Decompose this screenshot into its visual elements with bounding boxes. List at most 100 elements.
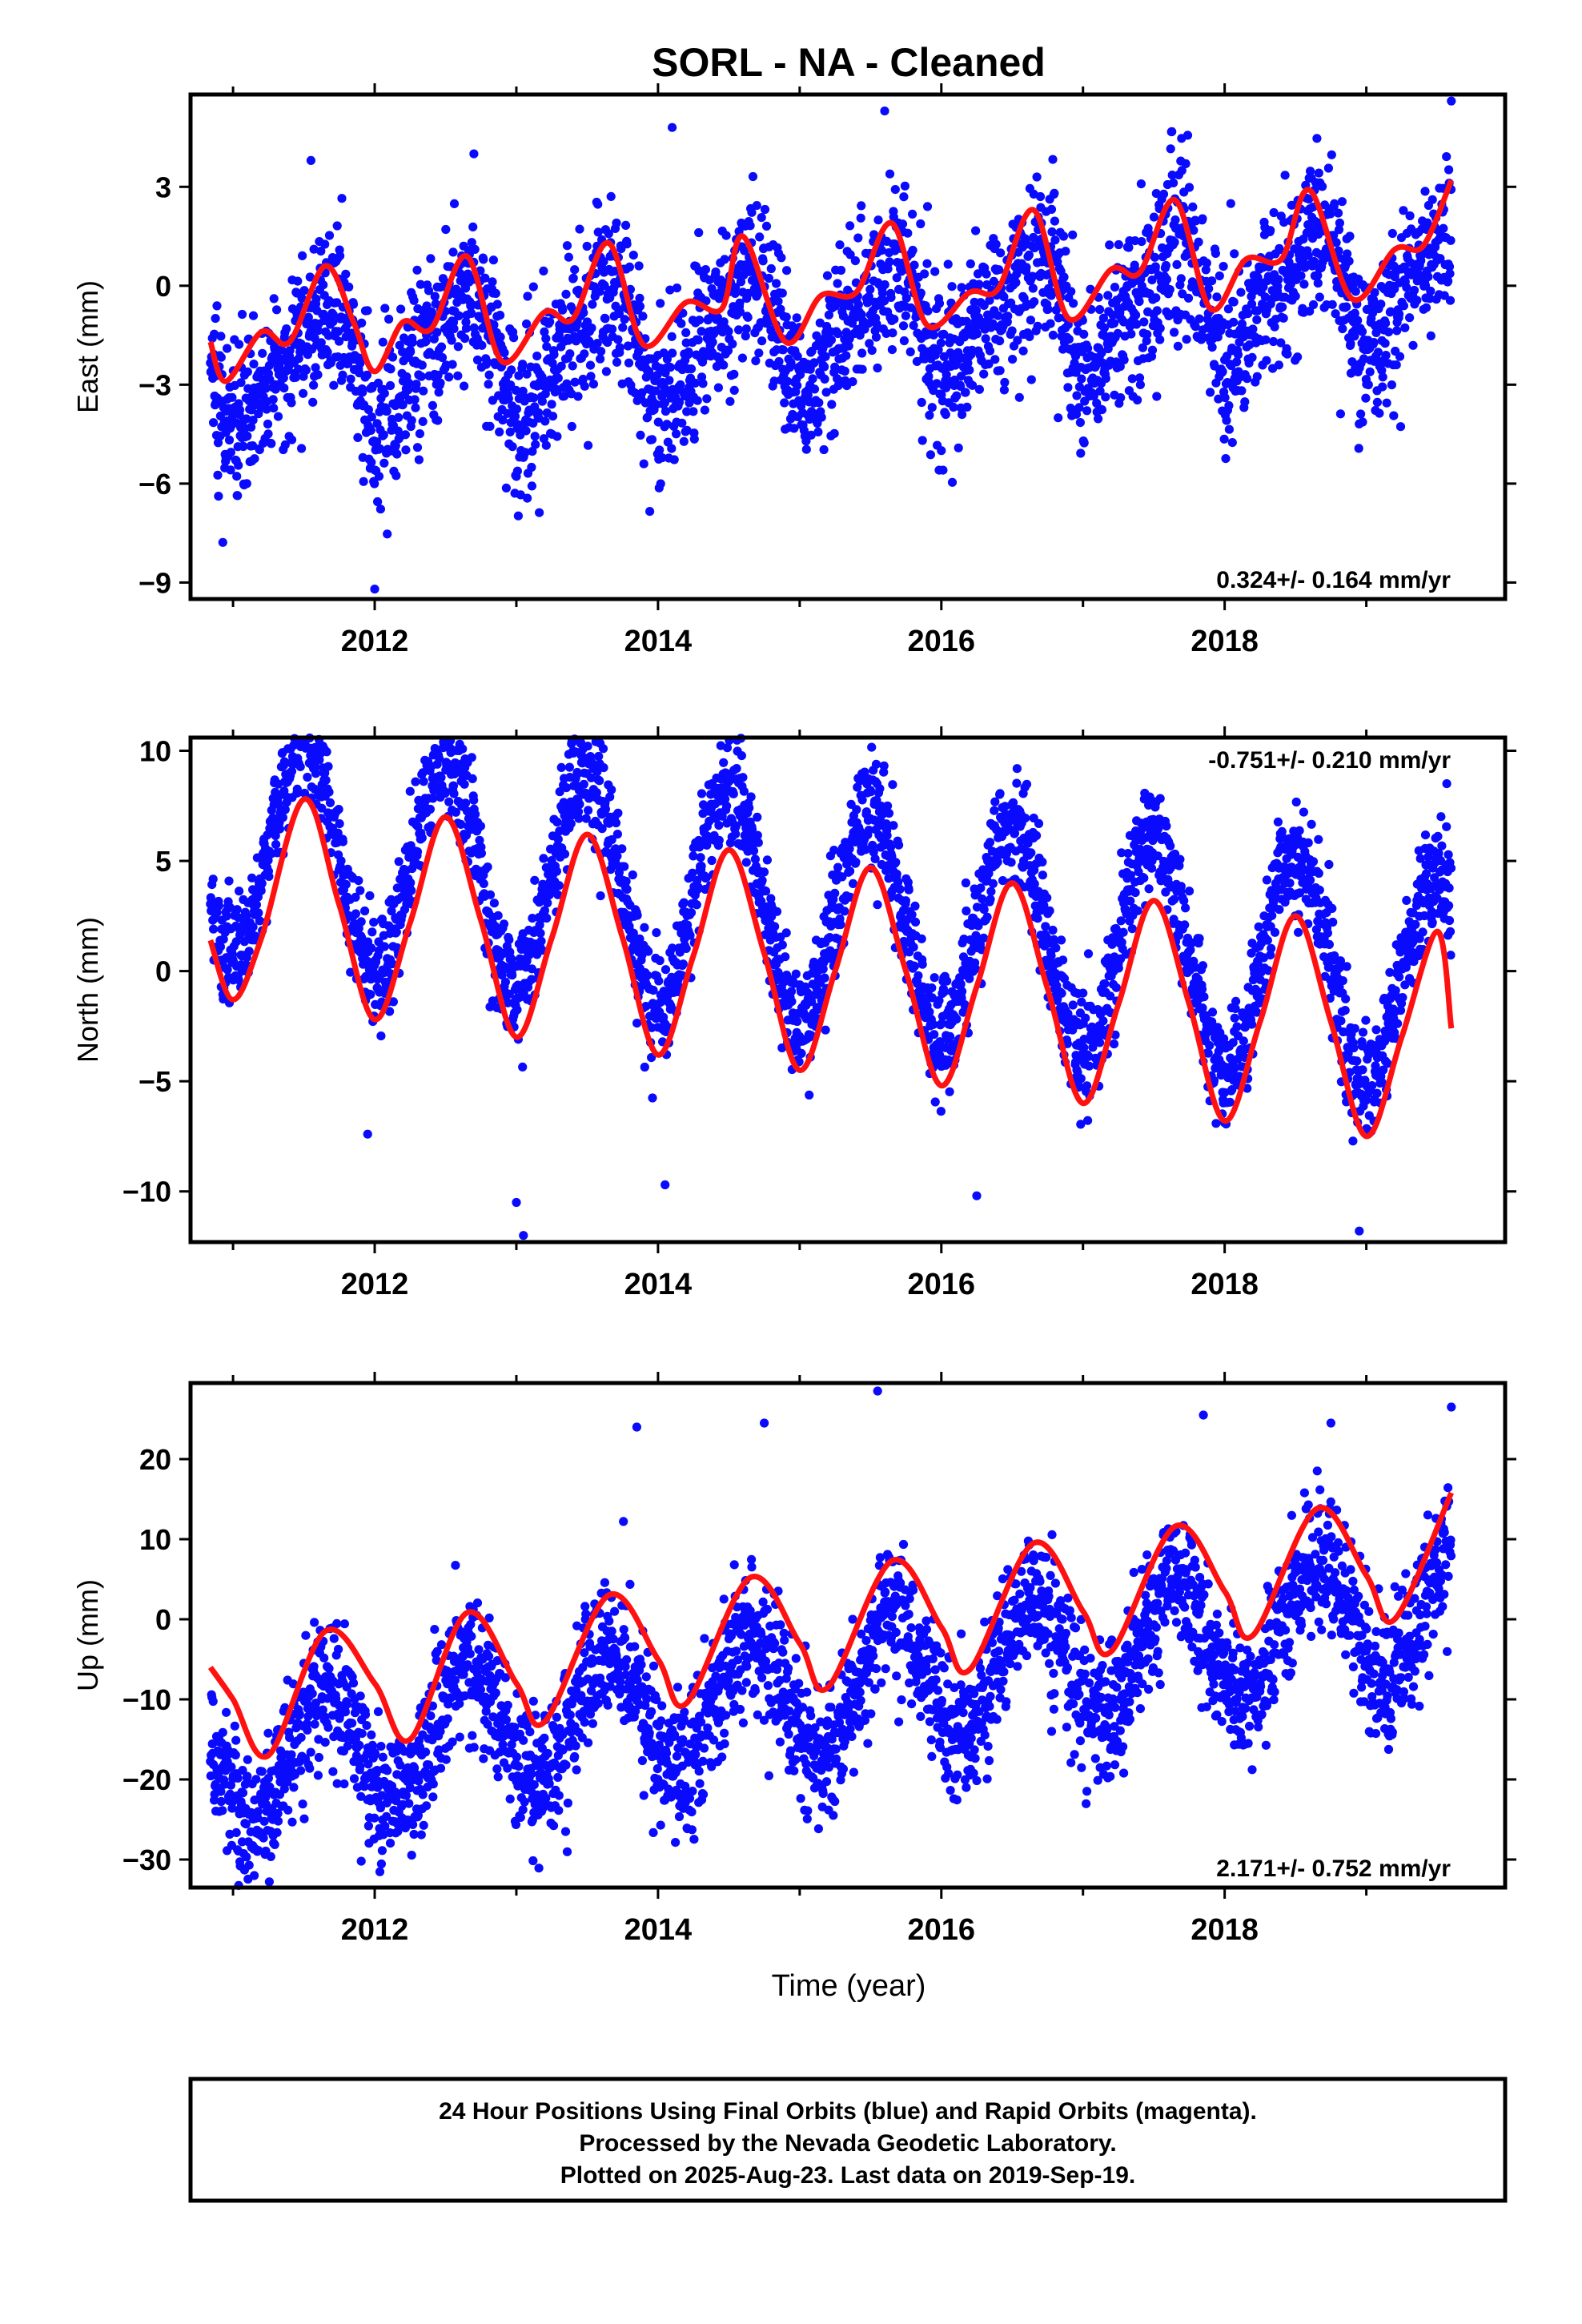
north-xtick-label: 2012 <box>341 1268 409 1301</box>
east-data-point <box>561 289 571 299</box>
north-data-point <box>278 813 287 822</box>
north-data-point <box>910 901 920 911</box>
north-data-point <box>419 777 428 786</box>
east-data-point <box>1342 302 1351 312</box>
east-data-point <box>695 316 705 325</box>
east-data-point <box>584 440 593 450</box>
north-data-point <box>866 787 876 797</box>
east-data-point <box>1131 310 1141 320</box>
east-data-point <box>1445 269 1455 279</box>
north-data-point <box>714 835 724 845</box>
east-data-point <box>628 251 638 260</box>
east-data-point <box>1136 179 1146 189</box>
east-data-point <box>890 185 900 195</box>
east-data-point <box>1442 152 1452 162</box>
east-data-point <box>941 409 950 420</box>
east-data-point <box>821 352 830 361</box>
east-data-point <box>701 265 711 275</box>
north-data-point <box>952 1014 962 1024</box>
east-data-point <box>1439 223 1448 233</box>
east-data-point <box>711 267 721 277</box>
east-data-point <box>1220 393 1230 403</box>
east-data-point <box>662 420 672 429</box>
east-data-point <box>822 271 833 280</box>
north-data-point <box>596 891 605 901</box>
east-data-point <box>565 349 575 359</box>
east-data-point <box>383 529 392 539</box>
east-data-point <box>820 374 829 384</box>
east-data-point <box>355 359 365 368</box>
east-data-point <box>430 292 440 301</box>
east-data-point <box>751 356 761 366</box>
east-data-point <box>929 330 938 340</box>
east-data-point <box>1101 374 1110 384</box>
east-data-point <box>218 537 227 547</box>
east-data-point <box>539 434 549 444</box>
east-data-point <box>972 329 982 339</box>
east-data-point <box>1338 324 1347 334</box>
east-data-point <box>1421 303 1431 312</box>
east-data-point <box>516 490 525 500</box>
north-data-point <box>460 798 471 808</box>
east-data-point <box>367 412 376 422</box>
east-data-point <box>261 384 271 393</box>
east-data-point <box>1252 315 1262 324</box>
east-data-point <box>468 222 478 231</box>
east-data-point <box>783 376 793 386</box>
east-data-point <box>537 372 547 382</box>
east-data-point <box>404 378 414 388</box>
east-data-point <box>297 293 307 303</box>
east-data-point <box>793 352 802 361</box>
east-data-point <box>957 283 966 292</box>
east-data-point <box>947 477 958 487</box>
east-data-point <box>358 388 367 397</box>
east-data-point <box>995 366 1005 376</box>
east-data-point <box>212 301 222 311</box>
east-data-point <box>719 317 729 327</box>
east-data-point <box>883 264 893 274</box>
north-data-point <box>271 839 281 850</box>
east-data-point <box>635 301 645 311</box>
east-data-point <box>374 472 384 481</box>
east-data-point <box>865 284 875 294</box>
east-data-point <box>1130 236 1140 246</box>
east-data-point <box>736 277 746 287</box>
east-data-point <box>999 292 1009 302</box>
north-data-point <box>595 776 604 786</box>
east-data-point <box>496 332 505 342</box>
east-data-point <box>856 213 865 223</box>
east-data-point <box>492 300 502 309</box>
east-y-axis-label: East (mm) <box>71 280 104 413</box>
east-data-point <box>1072 391 1082 400</box>
east-data-point <box>669 455 679 464</box>
east-data-point <box>819 444 829 455</box>
east-ytick-label: 0 <box>155 270 171 303</box>
east-data-point <box>1026 316 1035 325</box>
east-data-point <box>898 321 909 331</box>
east-data-point <box>1177 166 1186 175</box>
north-xtick-label: 2016 <box>908 1268 976 1301</box>
east-data-point <box>448 360 457 369</box>
east-data-point <box>1047 227 1057 237</box>
east-data-point <box>540 389 550 399</box>
north-data-point <box>334 805 343 814</box>
east-data-point <box>885 257 894 267</box>
east-xtick-label: 2016 <box>908 625 976 658</box>
east-data-point <box>531 440 540 449</box>
east-data-point <box>522 369 532 379</box>
north-data-point <box>566 818 576 828</box>
north-data-point <box>910 917 921 927</box>
east-data-point <box>693 335 703 345</box>
east-data-point <box>781 312 791 322</box>
east-outlier-point <box>639 459 648 468</box>
east-data-point <box>541 440 551 450</box>
east-data-point <box>899 192 909 202</box>
north-data-point <box>264 871 274 881</box>
east-data-point <box>1050 216 1059 226</box>
north-data-point <box>489 899 500 908</box>
east-data-point <box>1114 239 1123 250</box>
east-data-point <box>1095 304 1105 315</box>
east-data-point <box>426 254 436 263</box>
east-data-point <box>1097 348 1106 358</box>
east-data-point <box>766 263 776 274</box>
